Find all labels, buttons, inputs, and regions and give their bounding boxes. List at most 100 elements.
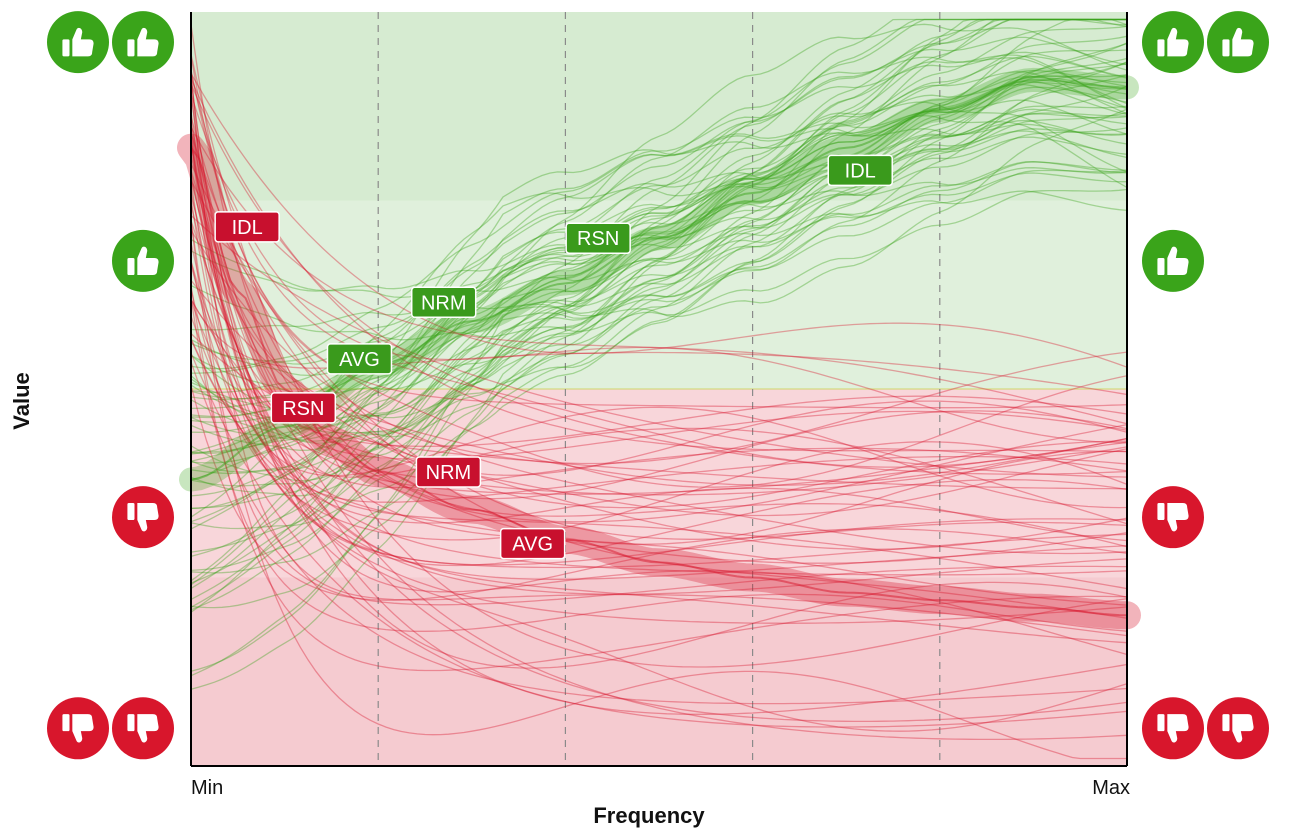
green-label-text: NRM [421, 292, 467, 314]
red-curve [190, 132, 1128, 489]
red-curve [190, 198, 1128, 509]
gridlines [377, 12, 941, 766]
green-label-box [410, 286, 477, 319]
green-curve [190, 81, 1128, 419]
red-curve [190, 94, 1128, 495]
thumb-up-glyph [62, 27, 94, 57]
rating-icons [47, 11, 1269, 760]
thumb-down-glyph [62, 714, 94, 743]
green-label-tag: AVG [326, 343, 393, 375]
thumb-cuff [1157, 714, 1165, 732]
red-curve [190, 299, 1128, 523]
green-label-tag: IDL [827, 154, 893, 187]
green-curve [190, 172, 1127, 299]
red-curve [190, 333, 1128, 550]
thumb-cuff [127, 714, 135, 732]
red-curve [190, 90, 1128, 564]
green-curve [190, 119, 1128, 292]
green-curve [190, 188, 1128, 341]
green-curve [190, 190, 1128, 584]
green-curve [190, 42, 1128, 481]
thumb-hand [1167, 27, 1189, 57]
red-curve [190, 56, 1128, 488]
red-curve [190, 220, 1128, 723]
green-label-box [326, 343, 393, 375]
thumb-hand [1167, 714, 1189, 743]
double-thumbs-down-icon [1142, 697, 1204, 760]
red-curve [190, 261, 1128, 447]
red-label-box [415, 456, 482, 488]
thumb-cuff [1157, 503, 1165, 521]
green-curve [190, 61, 1128, 510]
green-curve [190, 36, 1128, 672]
green-curve [190, 77, 1128, 509]
zone-band-2 [191, 389, 1127, 578]
thumb-cuff [127, 257, 135, 275]
red-curve [190, 180, 1128, 465]
red-curve [190, 229, 1128, 555]
thumb-cuff [62, 39, 70, 57]
thumb-cuff [62, 714, 70, 732]
red-curve [190, 288, 1128, 541]
red-label-tag: RSN [270, 392, 337, 424]
series-labels: AVG NRM RSN IDL IDL RSN NRM AVG [214, 154, 893, 560]
red-curve [190, 214, 1128, 478]
red-mean-line [190, 147, 1128, 617]
red-curve [190, 361, 1128, 705]
thumb-up-glyph [127, 246, 159, 275]
green-curve [190, 18, 1127, 429]
curve-bundle [190, 18, 1128, 760]
red-curve [190, 173, 1128, 580]
green-curve [190, 160, 1128, 608]
green-curve [190, 108, 1128, 331]
green-curve [190, 55, 1128, 677]
red-curve [190, 298, 1128, 632]
red-curve [190, 83, 1128, 475]
double-thumbs-up-icon [112, 11, 174, 74]
green-label-text: RSN [577, 228, 619, 250]
red-curve [190, 300, 1128, 576]
red-label-tag: IDL [214, 211, 280, 243]
red-curve [190, 116, 1128, 548]
red-curve [190, 24, 1128, 545]
green-curve [190, 23, 1128, 473]
red-curve [190, 180, 1128, 569]
thumb-down-glyph [127, 714, 159, 743]
green-curve [190, 56, 1128, 464]
red-curve [190, 130, 1128, 486]
zone-band-0 [191, 12, 1127, 201]
double-thumbs-down-icon [1207, 697, 1269, 760]
double-thumbs-up-icon [1207, 11, 1269, 74]
green-label-text: AVG [339, 349, 380, 371]
green-curve [190, 18, 1127, 451]
red-curve [190, 220, 1127, 760]
red-curve [190, 80, 1128, 656]
red-curve [190, 260, 1128, 566]
red-label-box [499, 527, 566, 560]
green-curve [190, 18, 1127, 441]
thumb-hand [1167, 246, 1189, 275]
red-curve [190, 125, 1128, 669]
thumb-down-glyph [1157, 503, 1189, 532]
thumb-hand [72, 27, 94, 57]
red-curve [190, 122, 1128, 606]
thumb-hand [137, 246, 159, 275]
green-curve [190, 75, 1128, 574]
green-label-tag: NRM [410, 286, 477, 319]
red-curve [190, 137, 1128, 460]
thumb-hand [137, 714, 159, 743]
thumb-cuff [127, 503, 135, 521]
red-curve [190, 385, 1128, 601]
green-curve [190, 99, 1128, 424]
green-curve [190, 75, 1128, 558]
thumb-cuff [1222, 714, 1230, 732]
green-label-box [827, 154, 893, 187]
green-curve [190, 71, 1128, 609]
x-tick-label-max: Max [1092, 777, 1130, 799]
plot-background [191, 12, 1127, 766]
red-label-box [270, 392, 337, 424]
red-label-text: NRM [426, 462, 472, 484]
green-curve [190, 74, 1128, 613]
green-curve [190, 113, 1128, 497]
red-curve [190, 315, 1128, 624]
